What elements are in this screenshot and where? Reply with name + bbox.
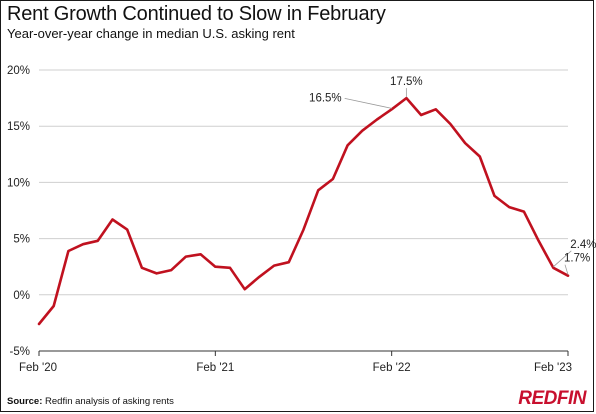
annotation-leader [553,250,572,268]
data-label: 2.4% [570,239,596,251]
gridlines [39,69,568,352]
source-label: Source: [7,396,43,407]
y-tick-label: 0% [13,290,30,302]
chart-subtitle: Year-over-year change in median U.S. ask… [7,26,295,41]
annotations: 16.5% 17.5% 2.4% 1.7% [309,76,596,275]
y-tick-label: 15% [7,121,30,133]
x-tick-label: Feb '21 [196,362,234,374]
redfin-logo: REDFIN [518,388,586,409]
series-line-rent-growth [37,96,570,326]
data-label: 17.5% [390,76,423,88]
y-tick-label: 20% [7,65,30,77]
x-tick-label: Feb '22 [373,362,411,374]
chart-title: Rent Growth Continued to Slow in Februar… [7,3,386,25]
annotation-leader [344,97,392,109]
source-text: Redfin analysis of asking rents [42,396,174,407]
source-note: Source: Redfin analysis of asking rents [7,396,174,407]
y-tick-label: -5% [10,346,30,358]
y-tick-label: 5% [13,234,30,246]
y-axis-ticks: 20% 15% 10% 5% 0% -5% [7,65,30,358]
x-tick-label: Feb '23 [534,362,572,374]
data-label: 1.7% [564,253,590,265]
x-tick-label: Feb '20 [19,362,57,374]
series-layer [37,96,570,326]
y-tick-label: 10% [7,177,30,189]
annotation-leader [564,264,569,275]
data-label: 16.5% [309,92,342,104]
x-axis-ticks: Feb '20 Feb '21 Feb '22 Feb '23 [19,351,572,374]
